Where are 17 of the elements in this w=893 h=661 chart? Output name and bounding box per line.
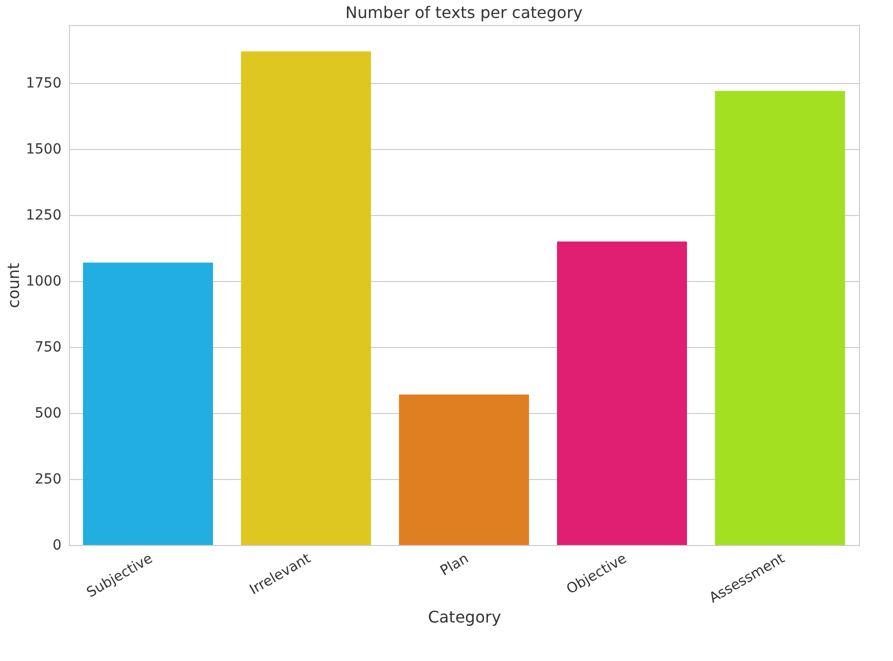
x-tick-label: Plan	[438, 550, 472, 580]
y-tick-label: 1750	[26, 76, 62, 92]
y-tick-label: 250	[34, 472, 62, 488]
y-tick-label: 1000	[26, 274, 62, 290]
y-tick-label: 0	[52, 538, 62, 554]
y-tick-label: 1500	[26, 142, 62, 158]
bar	[83, 262, 213, 545]
bar	[557, 241, 687, 545]
x-axis-title: Category	[428, 608, 502, 627]
y-tick-label: 1250	[26, 208, 62, 224]
y-tick-label: 500	[34, 406, 62, 422]
bar	[715, 90, 845, 545]
chart-title: Number of texts per category	[345, 3, 583, 22]
bar	[399, 394, 529, 545]
bar	[241, 51, 371, 545]
y-axis-title: count	[4, 262, 23, 308]
y-tick-label: 750	[34, 340, 62, 356]
